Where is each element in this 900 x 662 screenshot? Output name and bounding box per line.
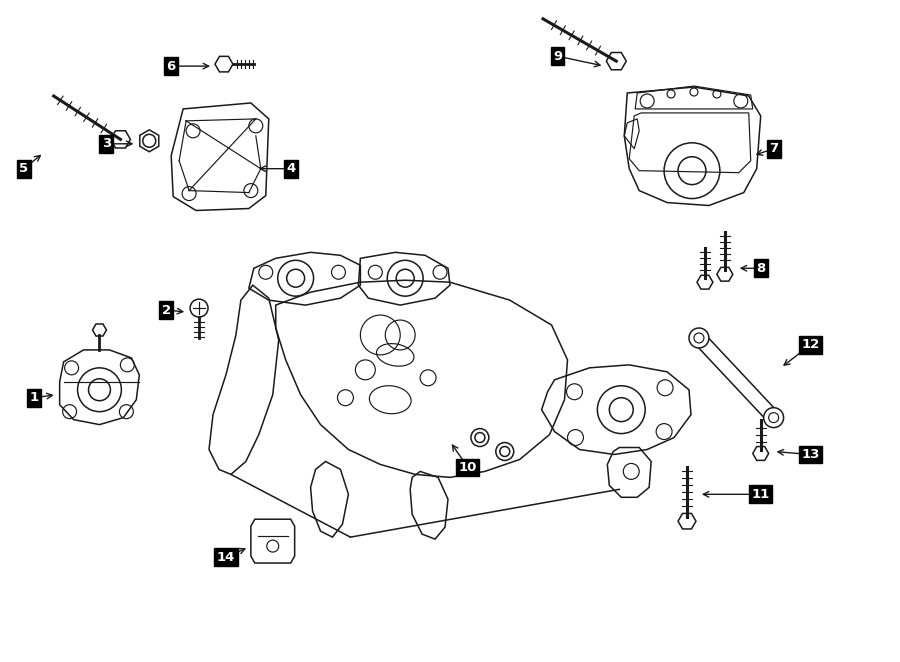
Circle shape	[764, 408, 784, 428]
Circle shape	[689, 328, 709, 348]
Text: 11: 11	[752, 488, 770, 501]
Text: 12: 12	[801, 338, 820, 352]
Text: 10: 10	[459, 461, 477, 474]
Text: 8: 8	[756, 261, 765, 275]
Polygon shape	[694, 333, 778, 422]
Text: 5: 5	[19, 162, 29, 175]
Text: 2: 2	[162, 304, 171, 316]
Text: 7: 7	[770, 142, 778, 156]
Text: 4: 4	[286, 162, 295, 175]
Text: 3: 3	[102, 137, 111, 150]
Text: 9: 9	[553, 50, 562, 63]
Text: 1: 1	[29, 391, 39, 404]
Text: 6: 6	[166, 60, 176, 73]
Text: 14: 14	[217, 551, 235, 563]
Text: 13: 13	[801, 448, 820, 461]
